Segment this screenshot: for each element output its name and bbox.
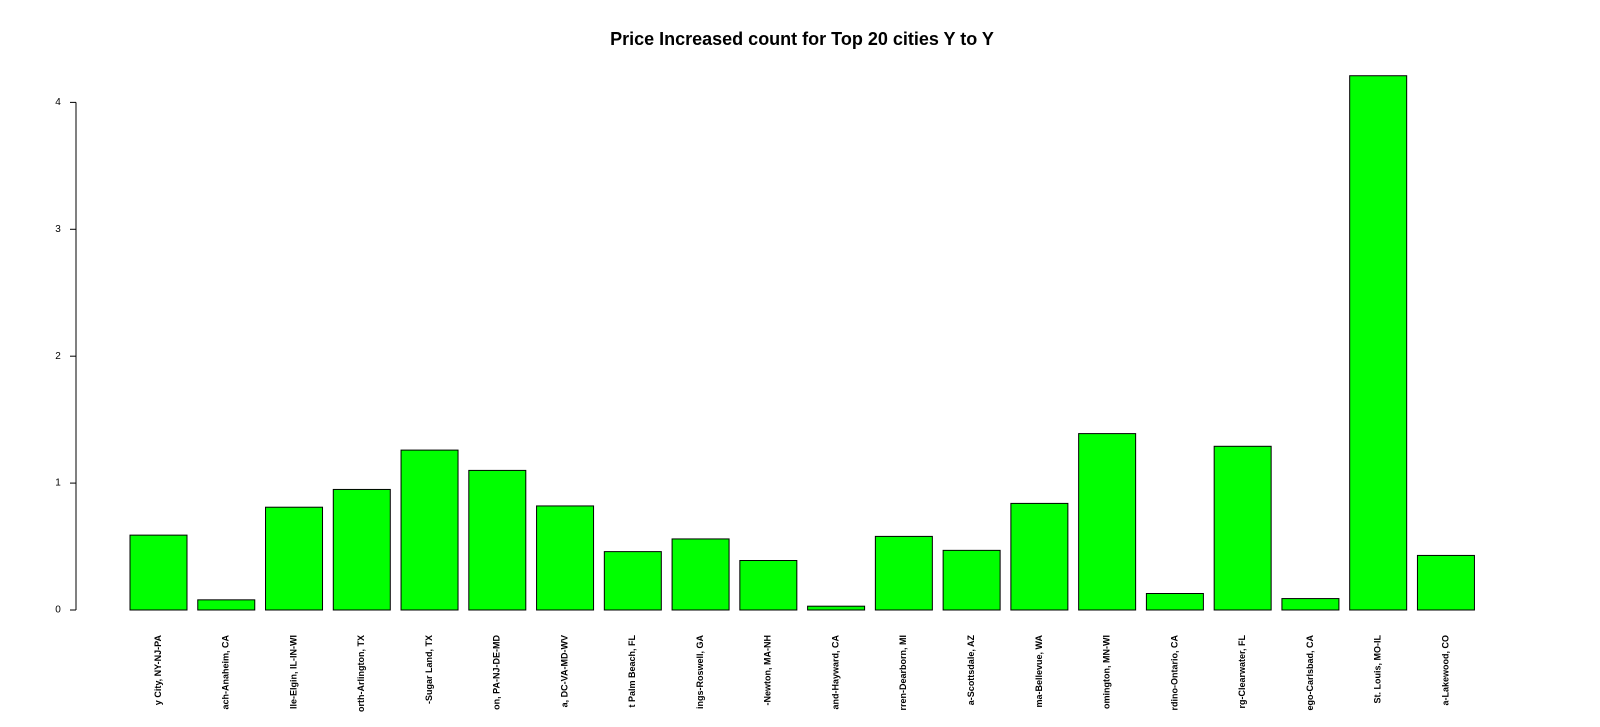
bar (1416, 554, 1475, 611)
bar (265, 506, 324, 611)
chart-title: Price Increased count for Top 20 cities … (610, 29, 994, 49)
x-tick-label: rg-Clearwater, FL (1237, 635, 1247, 709)
bar (807, 605, 866, 611)
y-tick-label: 0 (55, 605, 61, 616)
bar (671, 538, 730, 611)
x-tick-label: orth-Arlington, TX (356, 635, 366, 712)
y-tick-label: 2 (55, 351, 61, 362)
bar (1281, 598, 1340, 611)
x-tick-label: ings-Roswell, GA (695, 635, 705, 710)
x-tick-label: ach-Anaheim, CA (221, 635, 231, 710)
y-tick-label: 1 (55, 478, 61, 489)
bar (1213, 445, 1272, 611)
bar (1078, 433, 1137, 611)
bar (1010, 502, 1069, 611)
x-tick-label: St. Louis, MO-IL (1373, 635, 1383, 704)
y-tick-label: 4 (55, 97, 61, 108)
x-tick-label: a-Scottsdale, AZ (966, 635, 976, 706)
x-tick-label: t Palm Beach, FL (627, 635, 637, 708)
bar (332, 488, 391, 611)
bar (197, 599, 256, 611)
x-tick-label: and-Hayward, CA (830, 635, 840, 710)
bar (942, 549, 1001, 611)
x-tick-label: lle-Elgin, IL-IN-WI (288, 635, 298, 709)
x-tick-label: a-Lakewood, CO (1440, 635, 1450, 706)
x-tick-label: on, PA-NJ-DE-MD (492, 635, 502, 710)
x-tick-label: ego-Carlsbad, CA (1305, 635, 1315, 711)
bar (468, 469, 527, 611)
x-tick-label: rdino-Ontario, CA (1169, 635, 1179, 711)
bar (1349, 75, 1408, 611)
bar (603, 551, 662, 611)
y-tick-label: 3 (55, 224, 61, 235)
bar (1145, 593, 1204, 611)
x-tick-label: rren-Dearborn, MI (898, 635, 908, 711)
x-tick-label: ma-Bellevue, WA (1034, 635, 1044, 708)
bar (129, 534, 188, 611)
x-tick-label: y City, NY-NJ-PA (153, 635, 163, 706)
x-tick-label: a, DC-VA-MD-WV (559, 635, 569, 707)
x-tick-label: omington, MN-WI (1102, 635, 1112, 709)
bar (400, 449, 459, 611)
bar (874, 535, 933, 611)
x-tick-label: -Sugar Land, TX (424, 635, 434, 704)
bar (739, 560, 798, 611)
x-tick-label: -Newton, MA-NH (763, 635, 773, 706)
bar (536, 505, 595, 611)
